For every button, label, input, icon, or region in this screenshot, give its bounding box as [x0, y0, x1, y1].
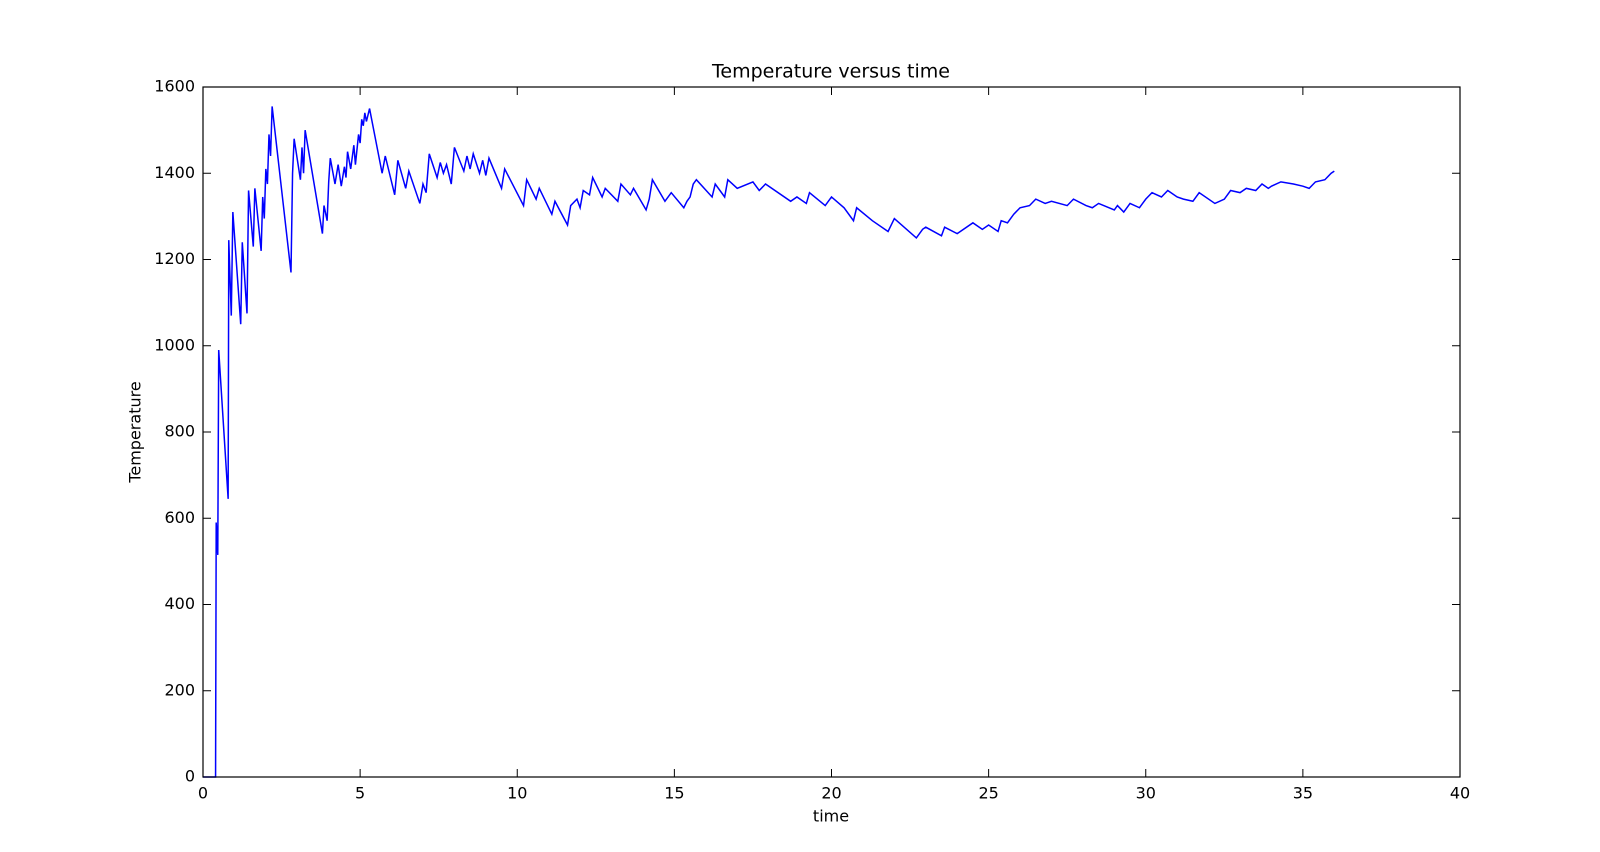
y-tick-label: 600: [164, 508, 195, 527]
x-tick-label: 20: [821, 784, 841, 803]
x-tick-label: 15: [664, 784, 684, 803]
x-tick-label: 0: [198, 784, 208, 803]
x-tick-label: 40: [1450, 784, 1470, 803]
plot-frame: [202, 86, 1461, 778]
y-axis-label: Temperature: [126, 381, 145, 483]
x-tick-label: 5: [355, 784, 365, 803]
y-tick-label: 1000: [154, 335, 195, 354]
x-tick-label: 30: [1136, 784, 1156, 803]
y-tick-label: 400: [164, 594, 195, 613]
x-tick-label: 35: [1293, 784, 1313, 803]
y-tick-label: 0: [185, 767, 195, 786]
y-tick-label: 200: [164, 680, 195, 699]
x-axis-label: time: [813, 807, 849, 826]
y-tick-label: 1600: [154, 77, 195, 96]
x-tick-label: 10: [507, 784, 527, 803]
data-line: [203, 106, 1335, 778]
y-tick-label: 1200: [154, 249, 195, 268]
y-tick-label: 1400: [154, 163, 195, 182]
chart-title: Temperature versus time: [711, 61, 950, 83]
y-tick-label: 800: [164, 422, 195, 441]
x-tick-label: 25: [978, 784, 998, 803]
